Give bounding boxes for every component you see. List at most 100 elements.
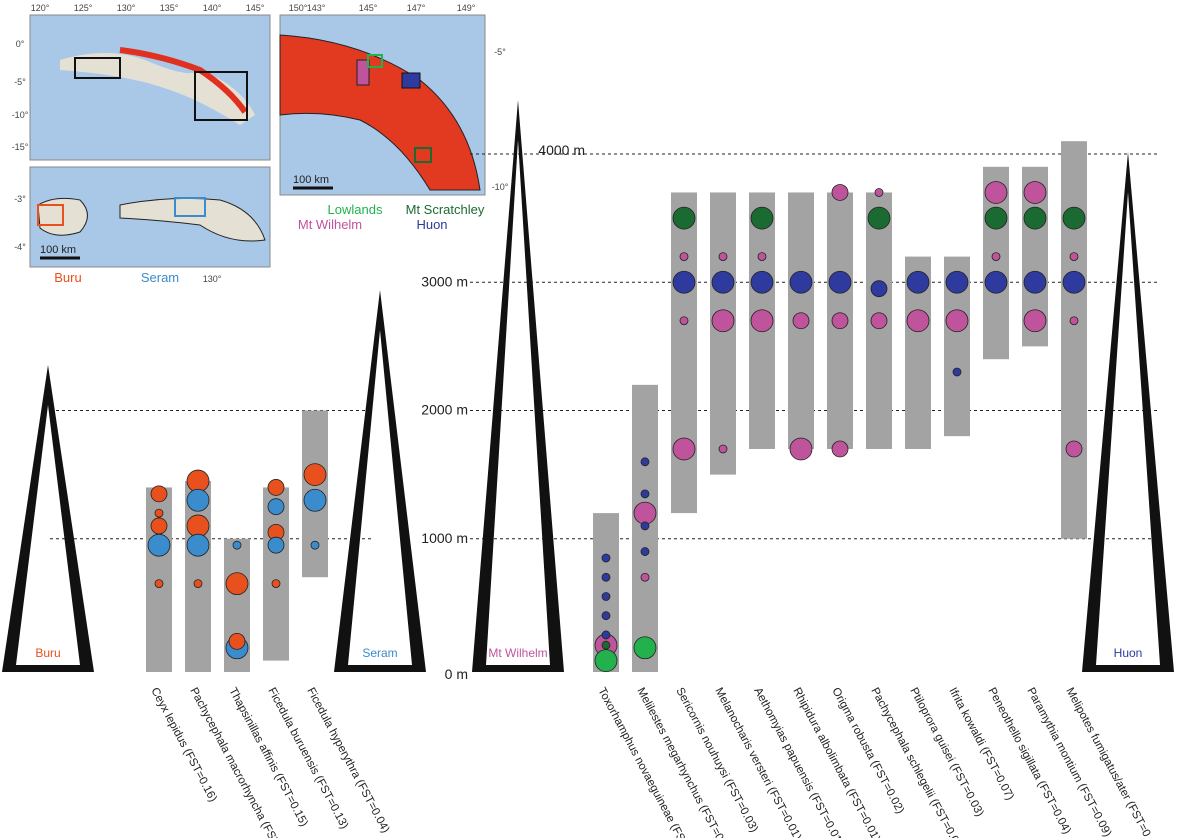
sample-site [640,547,650,556]
sample-site [154,579,164,589]
sample-site [750,270,774,294]
mountain [2,365,94,672]
species-label: Origma robusta (FST=0.02) [829,686,906,816]
y-tick-label: 4000 m [538,142,585,158]
y-tick-label: 0 m [445,666,468,682]
sample-site [792,312,810,330]
land [60,52,255,125]
site-box [414,147,432,163]
map-y-label: -10° [492,182,509,192]
species-label: Thapsinillas affinis (FST=0.15) [226,686,310,829]
range-bar [185,481,211,672]
sample-site [789,437,813,461]
sample-site [601,630,611,640]
species-label: Peneothello sigillata (FST=0.04) [985,686,1073,837]
sample-site [984,206,1008,230]
site-box [367,54,383,68]
site-box [356,59,370,86]
sample-site [952,367,962,377]
sample-site [186,533,210,557]
map-y-label: -10° [12,110,29,120]
map-x-label: 135° [160,3,179,13]
sample-site [232,540,242,550]
sample-site [757,252,767,262]
range-bar [1061,141,1087,539]
sample-site [870,280,888,298]
map-y-label: -4° [14,242,26,252]
species-label: Paramythia montium (FST=0.09) [1024,686,1113,838]
sample-site [1069,316,1079,326]
map-legend-label: Seram [141,270,179,285]
sample-site [750,206,774,230]
sample-site [831,184,849,201]
mountain [1082,152,1174,672]
map-y-label: -15° [12,142,29,152]
mountain-label: Seram [362,646,397,660]
map-legend-label: Huon [416,217,447,232]
inset-box [174,197,206,217]
y-tick-label: 3000 m [421,273,468,289]
map-legend-label: Mt Scratchley [406,202,485,217]
scale-label: 100 km [293,174,329,186]
scale-label: 100 km [40,244,76,256]
map-legend-label: Lowlands [328,202,383,217]
sample-site [186,469,210,493]
sample-site [640,489,650,499]
sample-site [154,508,164,518]
map-x-label: 140° [203,3,222,13]
sample-site [633,636,657,660]
sample-site [906,309,930,333]
sample-site [601,572,611,582]
sample-site [789,270,813,294]
sample-site [601,592,611,601]
mountain-label: Huon [1114,646,1143,660]
sample-site [828,270,852,294]
map-y-label: 0° [16,39,25,49]
mountain [472,100,564,672]
sample-site [594,649,618,672]
sample-site [672,206,696,230]
sample-site [991,252,1001,262]
sample-site [640,572,650,582]
mountain [334,290,426,672]
sample-site [193,579,203,589]
species-label: Ficedula hyperythra (FST=0.04) [304,686,391,835]
sample-site [711,309,735,333]
sample-site [186,488,210,512]
map-x-label: 145° [359,3,378,13]
sample-site [150,485,168,503]
sample-site [267,536,285,554]
range-bar [263,487,289,661]
range-bar [671,192,697,514]
sample-site [870,312,888,330]
range-bar [710,192,736,475]
sample-site [718,252,728,262]
sample-site [310,540,320,550]
map-y-label: -3° [14,194,26,204]
sample-site [906,270,930,294]
sample-site [984,181,1008,204]
map-x-label: 149° [457,3,476,13]
sample-site [679,316,689,326]
sample-site [1069,252,1079,262]
map-y-label: -5° [14,77,26,87]
sample-site [601,640,611,650]
sample-site [945,270,969,294]
sample-site [228,632,246,650]
site-box [401,72,421,89]
sample-site [303,463,327,487]
sample-site [601,553,611,563]
sample-site [718,444,728,454]
sample-site [147,533,171,557]
sample-site [640,521,650,531]
sample-site [1023,270,1047,294]
sample-site [874,188,884,197]
mountain-label: Mt Wilhelm [488,646,547,660]
map-x-label: 120° [31,3,50,13]
y-tick-label: 1000 m [421,530,468,546]
map-x-label: 130° [117,3,136,13]
inset-box [194,71,248,121]
sample-site [633,501,657,525]
sample-site [1023,309,1047,333]
